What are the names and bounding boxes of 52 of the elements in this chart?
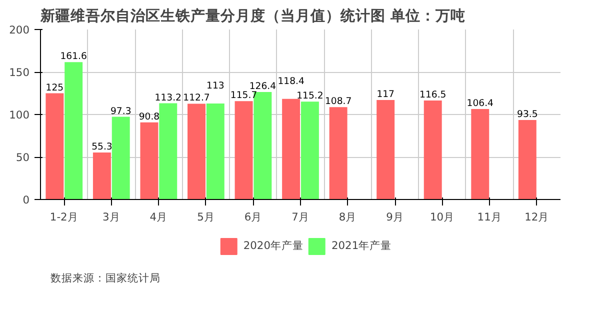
- data-label: 113: [206, 80, 224, 92]
- bar: [159, 103, 178, 200]
- x-tick-label: 10月: [430, 210, 455, 224]
- data-label: 93.5: [517, 109, 538, 120]
- data-label: 90.8: [138, 111, 160, 122]
- bar: [376, 100, 395, 200]
- legend-label: 2020年产量: [243, 239, 304, 253]
- x-tick-label: 4月: [150, 210, 168, 224]
- data-label: 106.4: [466, 98, 494, 110]
- x-tick-label: 8月: [338, 210, 357, 224]
- data-label: 108.7: [324, 96, 352, 108]
- bar: [188, 104, 206, 200]
- source-note: 数据来源：国家统计局: [50, 272, 160, 284]
- data-label: 126.4: [249, 81, 276, 92]
- bar: [92, 152, 111, 200]
- chart-title: 新疆维吾尔自治区生铁产量分月度（当月值）统计图 单位：万吨: [40, 6, 466, 24]
- bar: [518, 120, 536, 200]
- y-tick-label: 150: [9, 66, 30, 79]
- data-label: 112.7: [183, 92, 210, 104]
- bar: [329, 107, 348, 200]
- x-tick-label: 6月: [244, 210, 262, 224]
- x-tick-label: 5月: [197, 210, 215, 224]
- data-label: 117: [376, 89, 395, 100]
- bar: [206, 103, 224, 200]
- bar: [234, 101, 253, 200]
- x-tick-label: 9月: [386, 210, 404, 224]
- x-tick-label: 3月: [102, 210, 120, 224]
- bar: [471, 109, 490, 200]
- y-tick-label: 200: [9, 24, 30, 36]
- y-tick-label: 0: [22, 194, 30, 206]
- x-tick-label: 1-2月: [50, 210, 78, 224]
- x-tick-label: 7月: [292, 210, 310, 224]
- y-tick-label: 100: [9, 108, 30, 122]
- bar: [282, 98, 300, 200]
- x-tick-label: 11月: [477, 210, 502, 224]
- y-tick-label: 50: [16, 151, 30, 164]
- data-label: 55.3: [92, 141, 112, 152]
- data-label: 97.3: [110, 106, 132, 117]
- bar: [424, 100, 442, 200]
- data-label: 125: [46, 82, 64, 94]
- bar: [140, 122, 158, 200]
- bar: [46, 93, 64, 200]
- data-label: 115.2: [296, 90, 324, 102]
- data-label: 116.5: [420, 89, 446, 100]
- legend-label: 2021年产量: [332, 239, 392, 253]
- x-tick-label: 12月: [524, 210, 550, 224]
- data-label: 118.4: [278, 76, 304, 87]
- bar: [112, 116, 130, 200]
- data-label: 161.6: [60, 51, 88, 62]
- bar: [300, 102, 319, 200]
- bar: [64, 62, 83, 200]
- data-label: 113.2: [154, 92, 182, 104]
